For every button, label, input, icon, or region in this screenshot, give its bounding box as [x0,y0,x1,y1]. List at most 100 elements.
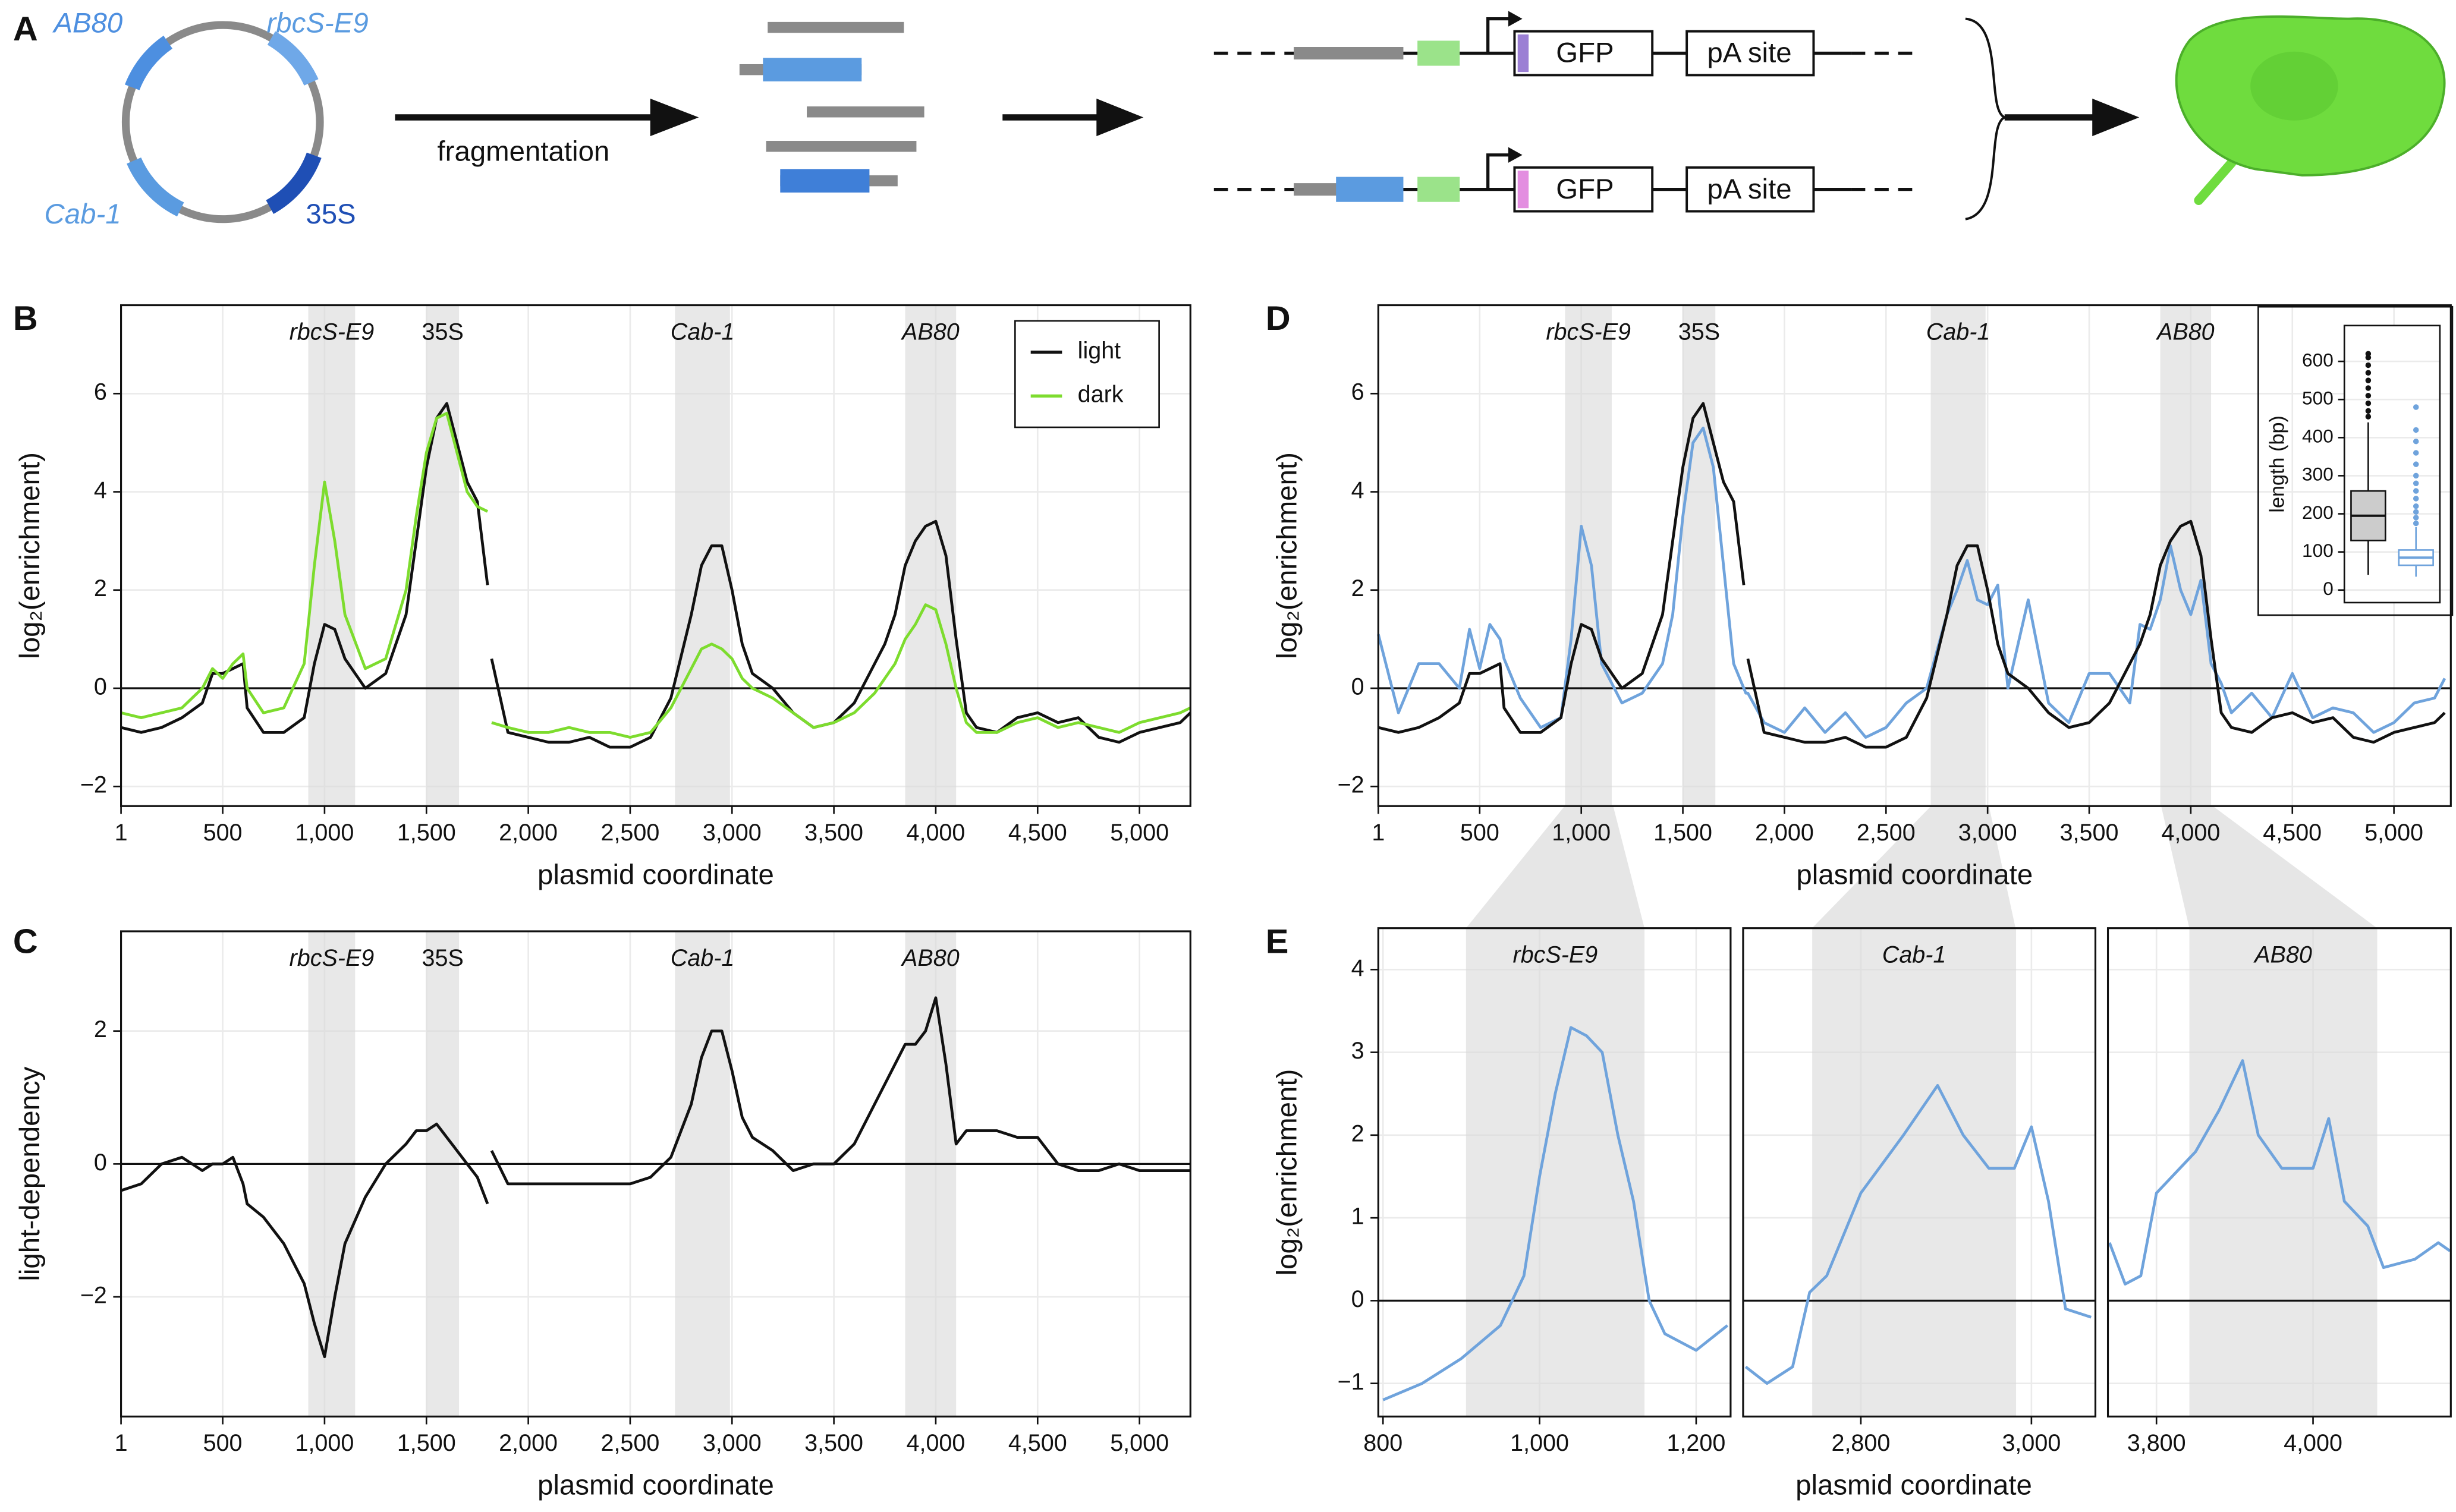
y-tick-label: −2 [80,1282,107,1308]
x-tick-label: 3,000 [703,820,762,846]
leaf-stem [2194,158,2237,205]
y-axis-label: light-dependency [14,1066,46,1281]
outlier [2413,515,2419,521]
y-axis-label: log₂(enrichment) [1272,452,1303,659]
region [905,305,957,807]
region-label: rbcS-E9 [1513,942,1598,968]
fragment [780,169,870,193]
region-label: 35S [1678,319,1720,345]
barcode [1517,34,1529,73]
y-tick-label: 500 [2302,388,2334,409]
panel-label: E [1266,922,1289,960]
x-tick-label: 1 [1372,820,1385,846]
region [675,305,730,807]
region-label: AB80 [901,945,960,971]
plasmid-label: AB80 [52,8,122,39]
x-axis-label: plasmid coordinate [1796,859,2033,890]
outlier [2413,427,2419,433]
x-tick-label: 3,000 [1958,820,2017,846]
y-tick-label: 2 [1351,575,1364,601]
region-label: rbcS-E9 [1546,319,1631,345]
plasmid-label: Cab-1 [45,199,121,230]
y-tick-label: 3 [1351,1038,1364,1064]
y-tick-label: 6 [94,379,107,405]
fragment [766,141,917,152]
arrow-label: fragmentation [438,136,610,168]
region-label: AB80 [901,319,960,345]
x-tick-label: 1,000 [1510,1430,1569,1456]
legend: light dark [1014,320,1160,429]
x-tick-label: 3,000 [2002,1430,2061,1456]
x-axis-label: plasmid coordinate [537,859,774,890]
x-tick-label: 500 [203,820,243,846]
plot-frame [120,930,1191,1418]
y-tick-label: 100 [2302,540,2334,561]
y-tick-label: 600 [2302,349,2334,370]
plasmid-label: rbcS-E9 [267,8,369,39]
x-tick-label: 1,000 [295,1430,354,1456]
region-label: 35S [422,945,464,971]
y-tick-label: 2 [94,575,107,601]
y-tick-label: 2 [1351,1120,1364,1146]
series-line [1382,1026,1729,1401]
region [675,931,730,1417]
fragment [1294,47,1404,60]
chart: rbcS-E9 35S Cab-1 AB80 1 500 1,000 1,500 2,000 2,… [14,930,1191,1501]
x-tick-label: 500 [1460,820,1499,846]
x-tick-label: 1,000 [1552,820,1611,846]
x-tick-label: 4,000 [907,820,966,846]
minimal-promoter [1417,40,1460,66]
x-tick-label: 4,500 [1008,1430,1067,1456]
chart: rbcS-E9 35S Cab-1 AB80 1 500 1,000 1,500 2,000 2,… [1272,304,2452,890]
region [1930,305,1986,807]
outlier [2413,480,2419,486]
x-tick-label: 5,000 [2364,820,2423,846]
fragment [1336,177,1404,202]
construct: GFP pA site [1213,147,1919,213]
plot-frame [2343,325,2441,604]
outlier [2365,385,2372,391]
region-label: Cab-1 [671,319,735,345]
region-label: AB80 [2253,942,2312,968]
x-tick-label: 4,000 [907,1430,966,1456]
inset-chart: 0 100 200 300 400 500 600 length (bp) [2257,305,2454,616]
outlier [2413,496,2419,502]
fragment [1294,183,1341,196]
outlier [2365,393,2372,399]
region [1683,305,1716,807]
outlier [2413,503,2419,509]
region-label: rbcS-E9 [290,319,375,345]
y-tick-label: 4 [94,477,107,503]
x-tick-label: 3,800 [2127,1430,2186,1456]
outlier [2365,370,2372,376]
x-tick-label: 1,500 [1653,820,1712,846]
legend-box [1014,320,1160,429]
panel-a: A AB80 rbcS-E9 Cab-1 35S fragmentation [13,8,2446,230]
plot-frame [1377,927,1732,1418]
x-tick-label: 4,500 [2263,820,2322,846]
x-tick-label: 2,500 [601,820,660,846]
plasmid-label: 35S [306,199,356,230]
x-tick-label: 2,500 [1857,820,1916,846]
y-tick-label: −1 [1338,1369,1364,1395]
region-label: AB80 [2156,319,2215,345]
outlier [2365,351,2372,357]
y-tick-label: 0 [94,1149,107,1176]
y-axis-label: length (bp) [2266,415,2289,513]
gfp-box [1513,166,1654,213]
y-tick-label: 0 [94,673,107,700]
outlier [2413,461,2419,467]
region-label: Cab-1 [1926,319,1990,345]
x-tick-label: 1,200 [1666,1430,1725,1456]
zoom-connector [2161,806,2378,928]
x-tick-label: 1 [115,1430,128,1456]
fragment [768,21,904,33]
arrow-head [2092,98,2140,137]
region-label: 35S [422,319,464,345]
x-tick-label: 3,500 [804,1430,863,1456]
x-tick-label: 1,000 [295,820,354,846]
panel-label: A [13,10,38,48]
outlier [2413,404,2419,410]
y-tick-label: 400 [2302,426,2334,447]
